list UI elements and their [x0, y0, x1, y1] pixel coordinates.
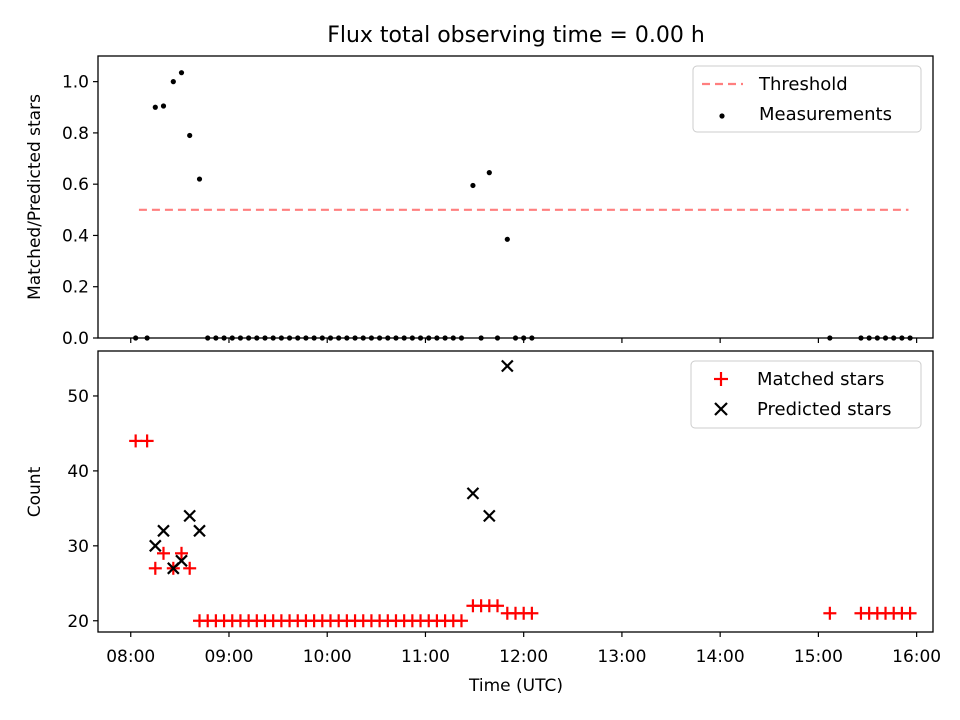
bottom-x-ticks: 08:00 09:00 10:00 11:00 12:00 13:00 14:00 15:00…	[106, 632, 941, 667]
bottom-legend-box	[690, 360, 922, 429]
bottom-x-tick-label: 12:00	[499, 647, 548, 667]
top-y-tick-label: 0.6	[62, 175, 89, 195]
top-legend: Threshold Measurements	[692, 65, 922, 133]
bottom-x-tick-label: 11:00	[401, 647, 450, 667]
legend-predicted-swatch	[714, 402, 728, 416]
bottom-y-tick-label: 40	[67, 462, 89, 482]
bottom-x-tick-label: 16:00	[892, 647, 941, 667]
bottom-y-axis-label: Count	[25, 466, 45, 517]
top-panel: 0.0 0.2 0.4 0.6 0.8 1.0 Matched/Predicted sta…	[25, 55, 934, 349]
measurement-point	[470, 182, 476, 189]
bottom-y-tick-label: 20	[67, 612, 89, 632]
measurement-point	[486, 170, 492, 176]
predicted-star-marker	[183, 509, 196, 523]
matched-star-marker	[823, 606, 837, 620]
top-legend-box	[692, 65, 922, 133]
measurement-point	[160, 103, 167, 109]
bottom-axes-frame	[97, 350, 934, 633]
top-y-tick-label: 1.0	[62, 73, 89, 93]
matched-star-marker	[490, 599, 504, 613]
matched-star-marker	[183, 561, 197, 575]
top-y-axis-label: Matched/Predicted stars	[25, 94, 45, 300]
predicted-star-marker-d2	[157, 524, 170, 538]
predicted-star-marker	[466, 487, 480, 500]
predicted-star-marker-d2	[466, 487, 480, 500]
predicted-star-marker-d2	[149, 539, 162, 553]
bottom-x-tick-label: 13:00	[597, 647, 646, 667]
measurement-point	[187, 132, 193, 139]
predicted-star-marker	[157, 524, 170, 538]
matched-star-marker	[129, 434, 143, 448]
measurement-point	[196, 176, 203, 182]
top-marks	[133, 70, 913, 341]
top-y-ticks: 0.0 0.2 0.4 0.6 0.8 1.0	[62, 73, 98, 349]
predicted-star-marker	[483, 509, 496, 523]
top-y-tick-label: 0.2	[62, 278, 89, 298]
legend-measurements-label: Measurements	[759, 104, 892, 125]
bottom-panel: 20 30 40 50 08:00 09:00 10:00 11:00 12:00 13:00 1…	[25, 350, 941, 696]
legend-predicted-label: Predicted stars	[757, 399, 891, 420]
bottom-x-tick-label: 08:00	[106, 647, 155, 667]
matched-star-marker	[140, 434, 154, 448]
chart-title: Flux total observing time = 0.00 h	[327, 23, 705, 48]
bottom-x-tick-label: 15:00	[794, 647, 843, 667]
matched-star-marker	[454, 614, 468, 628]
predicted-star-marker	[501, 359, 514, 373]
bottom-y-ticks: 20 30 40 50	[67, 387, 98, 632]
measurement-point	[152, 104, 158, 110]
top-x-ticks	[130, 338, 918, 343]
matched-star-marker	[148, 561, 162, 575]
predicted-star-marker-d2	[501, 359, 514, 373]
predicted-star-marker-d2	[175, 554, 188, 568]
predicted-star-marker-d2	[483, 509, 496, 523]
bottom-y-tick-label: 30	[67, 537, 89, 557]
legend-measurements-swatch	[719, 113, 725, 119]
bottom-y-tick-label: 50	[67, 387, 89, 407]
predicted-star-marker-d2	[183, 509, 196, 523]
matched-star-marker	[903, 606, 917, 620]
top-axes-frame	[97, 55, 934, 339]
top-y-tick-label: 0.4	[62, 226, 89, 246]
bottom-marks	[129, 359, 917, 628]
measurement-point	[170, 79, 176, 85]
top-y-tick-label: 0.0	[62, 329, 89, 349]
top-y-tick-label: 0.8	[62, 124, 89, 144]
matched-star-marker	[156, 546, 170, 560]
predicted-star-marker	[193, 524, 206, 538]
legend-matched-label: Matched stars	[757, 369, 884, 390]
bottom-x-tick-label: 10:00	[303, 647, 352, 667]
matched-star-marker	[175, 546, 188, 560]
predicted-star-marker	[175, 554, 188, 568]
legend-matched-swatch	[714, 372, 728, 386]
measurement-point	[504, 236, 510, 242]
bottom-x-tick-label: 09:00	[204, 647, 253, 667]
x-axis-label: Time (UTC)	[468, 676, 563, 696]
bottom-legend: Matched stars Predicted stars	[690, 360, 922, 429]
matched-star-marker	[525, 606, 539, 620]
measurement-point	[178, 70, 185, 76]
predicted-star-marker	[149, 539, 162, 553]
predicted-star-marker-d2	[193, 524, 206, 538]
bottom-x-tick-label: 14:00	[696, 647, 745, 667]
legend-threshold-label: Threshold	[758, 74, 848, 95]
